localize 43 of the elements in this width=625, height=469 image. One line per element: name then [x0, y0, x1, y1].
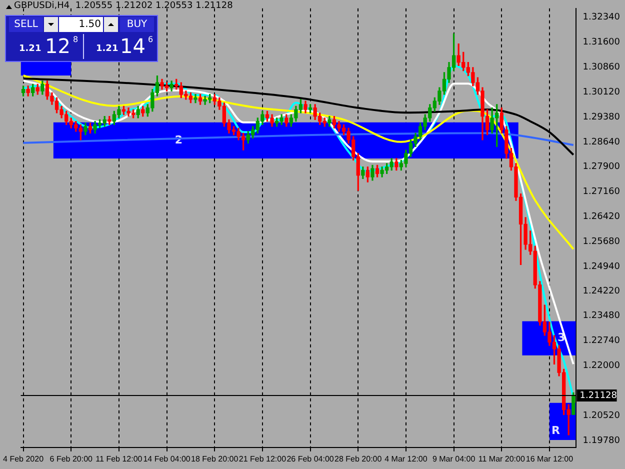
y-tick-label: 1.22740 [582, 336, 620, 346]
x-tick-label: 14 Feb 04:00 [143, 454, 191, 464]
annotation: 1.50 [59, 17, 103, 32]
y-tick-label: 1.29380 [582, 112, 620, 122]
band-label: R [551, 424, 560, 437]
x-tick-label: 11 Feb 12:00 [96, 454, 143, 464]
y-tick-label: 1.26420 [582, 212, 620, 222]
y-tick-label: 1.32340 [582, 12, 620, 23]
x-tick-label: 9 Mar 04:00 [432, 454, 476, 464]
annotation: 1.21 [96, 44, 118, 54]
annotation: 1.21 [19, 44, 42, 54]
annotation: BUY [120, 17, 154, 32]
annotation: 12 [45, 34, 70, 58]
y-tick-label: 1.30860 [582, 62, 620, 72]
y-tick-label: 1.25680 [582, 237, 620, 248]
ref-line-label: 1.21128 [580, 390, 618, 401]
y-tick-label: 1.27900 [582, 162, 620, 172]
x-tick-label: 6 Feb 20:00 [50, 454, 94, 464]
annotation: 14 [120, 34, 146, 58]
annotation: SELL [9, 17, 43, 32]
y-tick-label: 1.22000 [582, 361, 620, 372]
x-tick-label: 28 Feb 20:00 [334, 454, 382, 464]
y-tick-label: 1.24220 [582, 286, 620, 296]
y-tick-label: 1.31600 [582, 37, 620, 48]
x-tick-label: 11 Mar 20:00 [478, 454, 526, 464]
x-tick-label: 4 Mar 12:00 [384, 454, 428, 464]
line-series [22, 74, 574, 250]
y-tick-label: 1.27160 [582, 187, 620, 198]
x-tick-label: 21 Feb 12:00 [238, 454, 287, 464]
x-tick-label: 26 Feb 04:00 [286, 454, 334, 464]
y-tick-label: 1.19780 [582, 436, 620, 446]
y-tick-label: 1.30120 [582, 87, 620, 98]
line-series [22, 132, 574, 146]
annotation: 6 [148, 35, 154, 44]
x-tick-label: 4 Feb 2020 [3, 454, 44, 464]
x-tick-label: 18 Feb 20:00 [191, 454, 239, 464]
chart-title: GBPUSDi,H4 1.20555 1.21202 1.20553 1.21128 [14, 1, 233, 11]
y-tick-label: 1.20520 [582, 411, 620, 422]
annotation: 8 [73, 35, 78, 44]
y-tick-label: 1.24940 [582, 262, 620, 272]
x-tick-label: 16 Mar 12:00 [526, 454, 574, 464]
y-tick-label: 1.23480 [582, 311, 620, 322]
y-tick-label: 1.28640 [582, 137, 620, 148]
